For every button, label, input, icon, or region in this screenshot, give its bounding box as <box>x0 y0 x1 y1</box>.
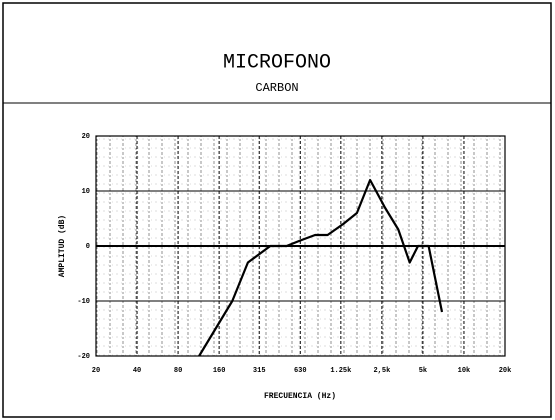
x-tick-label: 630 <box>294 367 307 375</box>
plot-border <box>95 135 506 357</box>
x-tick-label: 20k <box>499 367 512 375</box>
y-tick-label: 0 <box>86 243 90 251</box>
x-tick-label: 315 <box>253 367 266 375</box>
x-tick-label: 20 <box>92 367 100 375</box>
y-tick-label: -20 <box>77 353 90 361</box>
x-axis-label: FRECUENCIA (Hz) <box>264 392 336 401</box>
x-tick-label: 10k <box>458 367 471 375</box>
response-line <box>198 178 444 357</box>
x-tick-label: 5k <box>419 367 427 375</box>
y-tick-label: 20 <box>82 133 90 141</box>
y-axis-label: AMPLITUD (dB) <box>58 215 67 277</box>
y-tick-label: 10 <box>82 188 90 196</box>
x-tick-label: 1.25k <box>330 367 351 375</box>
x-tick-label: 160 <box>213 367 226 375</box>
title: MICROFONO <box>223 51 331 74</box>
subtitle: CARBON <box>255 81 298 95</box>
x-tick-label: 80 <box>174 367 182 375</box>
x-tick-label: 2,5k <box>373 367 390 375</box>
x-tick-label: 40 <box>133 367 141 375</box>
y-tick-label: -10 <box>77 298 90 306</box>
